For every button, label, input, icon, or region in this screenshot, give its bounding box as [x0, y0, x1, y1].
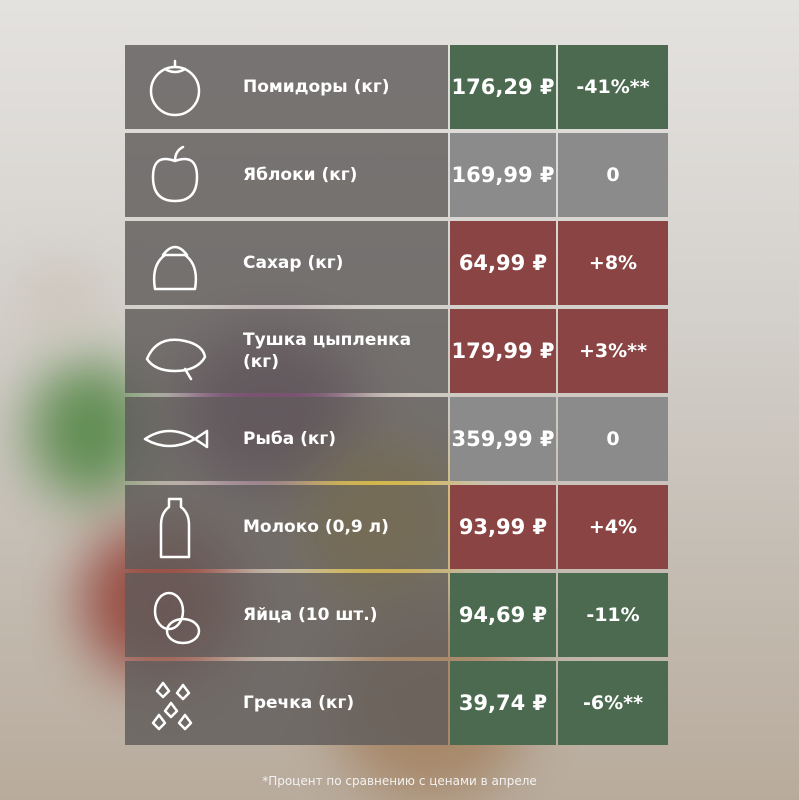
change: -41%**	[558, 45, 668, 129]
product-name: Рыба (кг)	[125, 397, 448, 481]
change: 0	[558, 133, 668, 217]
product-icon	[143, 429, 209, 449]
product-icon	[149, 59, 201, 117]
product-icon	[145, 338, 207, 381]
price: 64,99 ₽	[450, 221, 556, 305]
change: 0	[558, 397, 668, 481]
background	[20, 260, 100, 340]
price: 359,99 ₽	[450, 397, 556, 481]
footnote: *Процент по сравнению с ценами в апреле	[262, 774, 537, 788]
product-name: Молоко (0,9 л)	[125, 485, 448, 569]
product-name: Тушка цыпленка (кг)	[125, 309, 448, 393]
product-icon	[151, 145, 199, 203]
price: 39,74 ₽	[450, 661, 556, 745]
price: 94,69 ₽	[450, 573, 556, 657]
product-icon	[152, 245, 198, 291]
product-icon	[153, 591, 201, 645]
price: 176,29 ₽	[450, 45, 556, 129]
price: 169,99 ₽	[450, 133, 556, 217]
product-name: Гречка (кг)	[125, 661, 448, 745]
change: +8%	[558, 221, 668, 305]
change: -11%	[558, 573, 668, 657]
product-icon	[151, 681, 193, 731]
price: 179,99 ₽	[450, 309, 556, 393]
change: -6%**	[558, 661, 668, 745]
product-name: Сахар (кг)	[125, 221, 448, 305]
product-name: Яблоки (кг)	[125, 133, 448, 217]
change: +3%**	[558, 309, 668, 393]
change: +4%	[558, 485, 668, 569]
product-icon	[159, 497, 191, 559]
price: 93,99 ₽	[450, 485, 556, 569]
